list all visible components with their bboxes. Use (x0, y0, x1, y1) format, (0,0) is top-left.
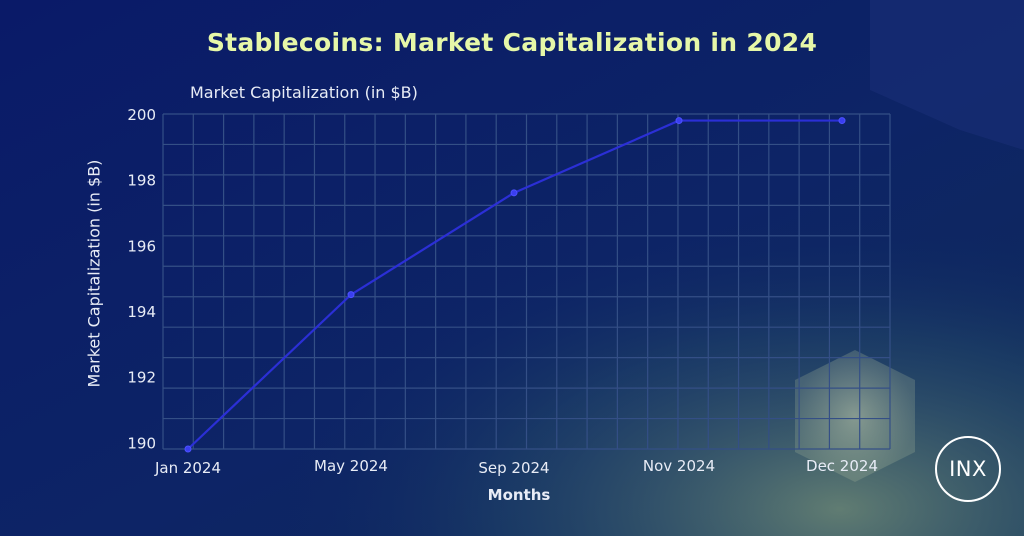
chart-grid (162, 113, 891, 450)
y-tick-label: 200 (127, 106, 156, 124)
data-point (838, 117, 846, 125)
y-tick-label: 196 (127, 237, 156, 255)
y-axis-label: Market Capitalization (in $B) (84, 159, 104, 388)
inx-logo: INX (935, 436, 1001, 502)
y-tick-label: 194 (127, 303, 156, 321)
data-point (184, 445, 192, 453)
data-point (675, 117, 683, 125)
page-title: Stablecoins: Market Capitalization in 20… (206, 28, 818, 57)
x-tick-label: Sep 2024 (478, 459, 549, 477)
x-axis-label: Months (487, 486, 551, 504)
top-right-decor (870, 0, 1024, 150)
x-tick-labels: Jan 2024 May 2024 Sep 2024 Nov 2024 Dec 2024 (154, 457, 878, 477)
series-line (184, 117, 846, 453)
y-tick-label: 198 (127, 172, 156, 190)
chart-subtitle: Market Capitalization (in $B) (190, 83, 418, 102)
x-tick-label: Dec 2024 (806, 457, 878, 475)
data-point (347, 291, 355, 299)
data-line (187, 119, 842, 450)
y-tick-label: 192 (127, 369, 156, 387)
data-point (510, 189, 518, 197)
y-tick-labels: 190 192 194 196 198 200 (127, 106, 156, 452)
x-tick-label: May 2024 (314, 457, 388, 475)
y-tick-label: 190 (127, 434, 156, 452)
x-tick-label: Jan 2024 (154, 459, 221, 477)
x-tick-label: Nov 2024 (643, 457, 715, 475)
